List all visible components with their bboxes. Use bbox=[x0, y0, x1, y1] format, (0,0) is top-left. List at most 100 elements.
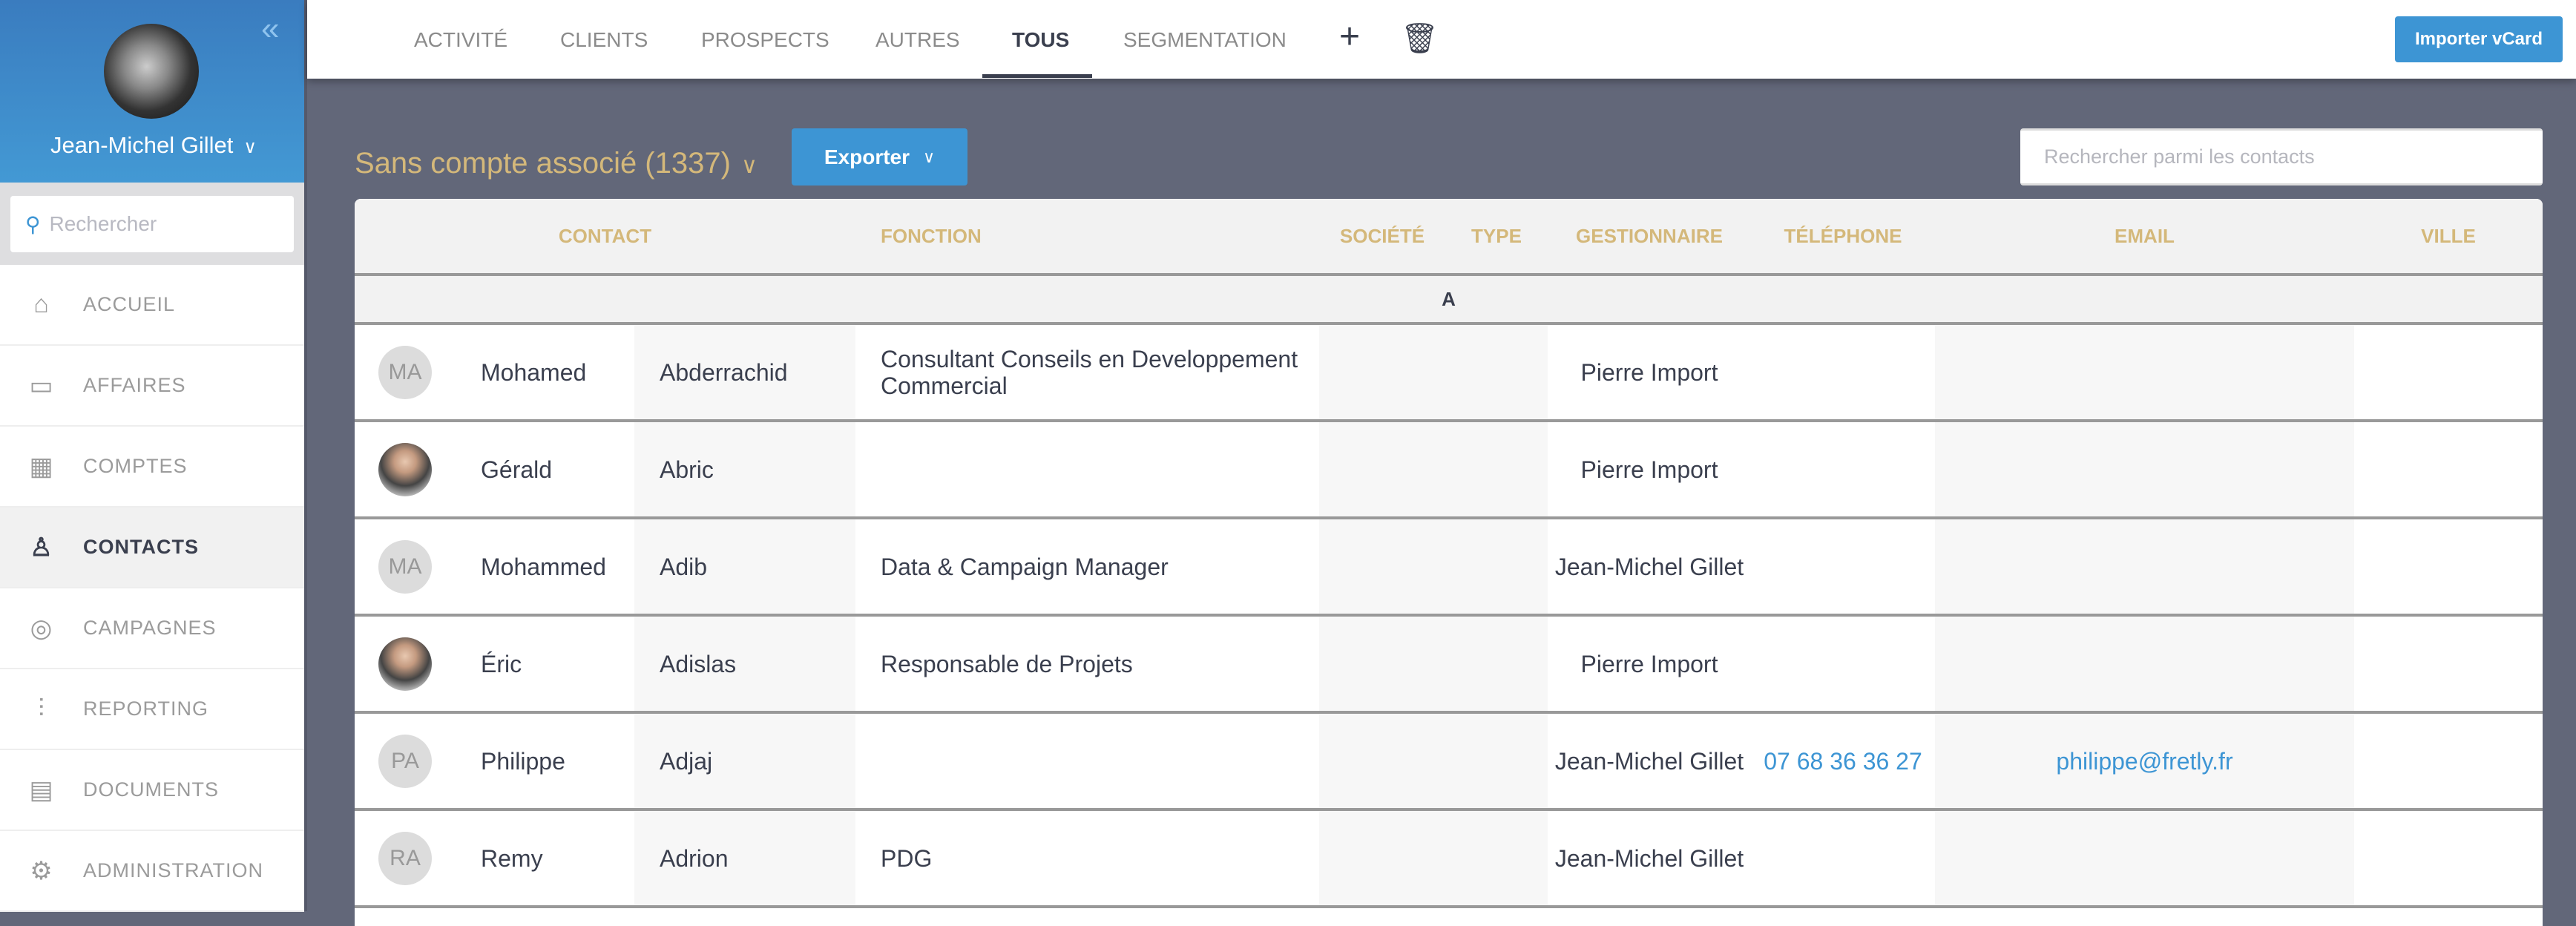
chart-icon: ⫶ bbox=[38, 694, 45, 723]
list-selector[interactable]: Sans compte associé (1337) ∨ bbox=[355, 147, 758, 180]
chevron-down-icon: ∨ bbox=[740, 154, 758, 178]
societe bbox=[1319, 519, 1445, 614]
tab-prospects[interactable]: PROSPECTS bbox=[701, 28, 829, 51]
chevron-down-icon: ∨ bbox=[243, 137, 257, 157]
user-avatar[interactable] bbox=[104, 24, 199, 119]
profile-header: « Jean-Michel Gillet ∨ bbox=[0, 0, 304, 183]
type bbox=[1445, 714, 1548, 808]
sidebar: « Jean-Michel Gillet ∨ ⚲ Rechercher ⌂ ACCUE… bbox=[0, 0, 307, 912]
societe bbox=[1319, 811, 1445, 905]
gestionnaire: Jean-Michel Gillet bbox=[1554, 844, 1744, 872]
sidebar-item-administration[interactable]: ⚙ ADMINISTRATION bbox=[0, 831, 304, 912]
contact-avatar: RA bbox=[378, 831, 432, 885]
add-icon[interactable]: + bbox=[1339, 17, 1361, 56]
sidebar-item-accueil[interactable]: ⌂ ACCUEIL bbox=[0, 265, 304, 346]
type bbox=[1445, 811, 1548, 905]
header-societe[interactable]: SOCIÉTÉ bbox=[1339, 224, 1425, 247]
table-row[interactable]: RA Remy Adrion PDG Jean-Michel Gillet bbox=[355, 811, 2543, 908]
user-icon: ♙ bbox=[30, 533, 53, 562]
ville bbox=[2354, 519, 2543, 614]
tab-activité[interactable]: ACTIVITÉ bbox=[414, 28, 508, 51]
search-placeholder: Rechercher bbox=[49, 212, 157, 235]
header-telephone[interactable]: TÉLÉPHONE bbox=[1784, 224, 1902, 247]
briefcase-icon: ▭ bbox=[29, 371, 54, 400]
telephone-link[interactable]: 07 68 36 36 27 bbox=[1764, 747, 1922, 775]
contacts-search-input[interactable]: Rechercher parmi les contacts bbox=[2020, 128, 2543, 185]
telephone-link[interactable] bbox=[1751, 811, 1935, 905]
first-name: Éric bbox=[481, 650, 522, 677]
gestionnaire: Jean-Michel Gillet bbox=[1554, 747, 1744, 775]
tab-clients[interactable]: CLIENTS bbox=[560, 28, 648, 51]
last-name: Adjaj bbox=[634, 714, 855, 808]
tab-segmentation[interactable]: SEGMENTATION bbox=[1123, 28, 1287, 51]
first-name: Mohamed bbox=[481, 358, 587, 386]
email-link[interactable] bbox=[1935, 811, 2354, 905]
tab-autres[interactable]: AUTRES bbox=[875, 28, 960, 51]
sidebar-item-label: COMPTES bbox=[83, 455, 188, 477]
telephone-link[interactable] bbox=[1751, 422, 1935, 516]
first-name: Remy bbox=[481, 844, 543, 872]
table-header: CONTACT FONCTION SOCIÉTÉ TYPE GESTIONNAI… bbox=[355, 199, 2543, 276]
fonction: Responsable de Projets bbox=[881, 650, 1133, 677]
email-link[interactable]: philippe@fretly.fr bbox=[1935, 714, 2354, 808]
header-gestionnaire[interactable]: GESTIONNAIRE bbox=[1576, 224, 1723, 247]
fonction bbox=[855, 714, 1319, 808]
table-row[interactable]: PA Philippe Adjaj Jean-Michel Gillet 07 6… bbox=[355, 714, 2543, 811]
telephone-link[interactable] bbox=[1751, 617, 1935, 711]
sidebar-item-label: ACCUEIL bbox=[83, 293, 176, 315]
sidebar-item-label: CAMPAGNES bbox=[83, 617, 217, 639]
sidebar-search-input[interactable]: ⚲ Rechercher bbox=[10, 196, 294, 252]
first-name: Mohammed bbox=[481, 553, 606, 580]
last-name: Abric bbox=[634, 422, 855, 516]
tab-tous[interactable]: TOUS bbox=[1012, 28, 1070, 51]
first-name: Philippe bbox=[481, 747, 565, 775]
contact-avatar bbox=[378, 637, 432, 691]
type bbox=[1445, 325, 1548, 419]
trash-icon[interactable]: 🗑 bbox=[1401, 22, 1439, 55]
sidebar-item-label: REPORTING bbox=[83, 697, 209, 720]
table-row[interactable]: MA Mohamed Abderrachid Consultant Conseil… bbox=[355, 325, 2543, 422]
ville bbox=[2354, 325, 2543, 419]
gear-icon: ⚙ bbox=[30, 856, 53, 885]
export-button[interactable]: Exporter ∨ bbox=[792, 128, 967, 185]
table-row[interactable]: Gérald Abric Pierre Import bbox=[355, 422, 2543, 519]
gestionnaire: Pierre Import bbox=[1580, 358, 1718, 386]
type bbox=[1445, 519, 1548, 614]
sidebar-item-affaires[interactable]: ▭ AFFAIRES bbox=[0, 346, 304, 427]
sidebar-item-campagnes[interactable]: ◎ CAMPAGNES bbox=[0, 588, 304, 669]
last-name: Adislas bbox=[634, 617, 855, 711]
sidebar-item-contacts[interactable]: ♙ CONTACTS bbox=[0, 508, 304, 588]
header-ville[interactable]: VILLE bbox=[2421, 224, 2476, 247]
header-type[interactable]: TYPE bbox=[1471, 224, 1522, 247]
target-icon: ◎ bbox=[30, 614, 53, 643]
sidebar-item-comptes[interactable]: ▦ COMPTES bbox=[0, 427, 304, 508]
export-label: Exporter bbox=[824, 145, 910, 168]
email-link[interactable] bbox=[1935, 422, 2354, 516]
type bbox=[1445, 617, 1548, 711]
group-letter: A bbox=[355, 276, 2543, 325]
document-icon: ▤ bbox=[29, 775, 54, 804]
user-menu[interactable]: Jean-Michel Gillet ∨ bbox=[0, 132, 307, 159]
header-fonction[interactable]: FONCTION bbox=[881, 224, 982, 247]
last-name: Adrion bbox=[634, 811, 855, 905]
societe bbox=[1319, 325, 1445, 419]
chevron-down-icon: ∨ bbox=[923, 147, 936, 166]
sidebar-item-reporting[interactable]: ⫶ REPORTING bbox=[0, 669, 304, 750]
telephone-link[interactable] bbox=[1751, 325, 1935, 419]
fonction: PDG bbox=[881, 844, 933, 872]
email-link[interactable] bbox=[1935, 325, 2354, 419]
home-icon: ⌂ bbox=[33, 290, 50, 318]
email-link[interactable] bbox=[1935, 617, 2354, 711]
gestionnaire: Pierre Import bbox=[1580, 456, 1718, 483]
sidebar-item-documents[interactable]: ▤ DOCUMENTS bbox=[0, 750, 304, 831]
search-icon: ⚲ bbox=[25, 212, 41, 236]
import-vcard-button[interactable]: Importer vCard bbox=[2395, 16, 2563, 62]
table-row[interactable]: Éric Adislas Responsable de Projets Pier… bbox=[355, 617, 2543, 714]
telephone-link[interactable] bbox=[1751, 519, 1935, 614]
header-contact[interactable]: CONTACT bbox=[558, 224, 652, 247]
top-bar: ACTIVITÉ CLIENTS PROSPECTS AUTRES TOUS SEGMEN… bbox=[307, 0, 2576, 79]
email-link[interactable] bbox=[1935, 519, 2354, 614]
header-email[interactable]: EMAIL bbox=[2115, 224, 2175, 247]
collapse-sidebar-icon[interactable]: « bbox=[261, 10, 280, 47]
table-row[interactable]: MA Mohammed Adib Data & Campaign Manager … bbox=[355, 519, 2543, 617]
